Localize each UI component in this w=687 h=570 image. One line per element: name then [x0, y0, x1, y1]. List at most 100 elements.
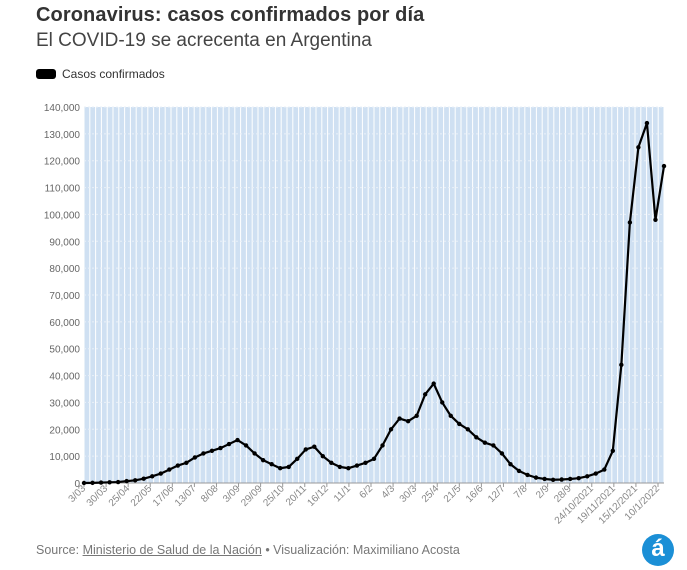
data-point	[354, 463, 360, 468]
data-point	[295, 456, 300, 462]
y-tick-label: 130,000	[44, 130, 81, 141]
data-point	[209, 448, 215, 453]
data-point	[107, 480, 112, 485]
y-tick-label: 100,000	[44, 210, 81, 221]
legend-label: Casos confirmados	[62, 67, 165, 81]
legend-swatch	[36, 69, 56, 79]
x-tick-label: 25/4	[420, 483, 442, 505]
data-point	[533, 475, 539, 480]
x-tick-label: 29/09	[239, 483, 265, 509]
data-point	[499, 451, 505, 456]
y-tick-label: 80,000	[49, 264, 80, 275]
data-point	[405, 419, 411, 424]
data-point	[158, 471, 163, 476]
data-point	[260, 457, 266, 463]
y-tick-label: 20,000	[49, 425, 80, 436]
data-point	[474, 435, 479, 440]
x-tick-label: 30/3	[398, 483, 420, 505]
y-tick-label: 70,000	[49, 291, 80, 302]
data-point	[320, 453, 326, 459]
x-tick-label: 7/8	[512, 483, 530, 501]
data-point	[397, 416, 402, 421]
data-point	[636, 145, 641, 150]
data-point	[440, 400, 445, 405]
x-tick-label: 4/3	[380, 483, 398, 501]
data-point	[243, 443, 249, 448]
x-tick-label: 20/11	[284, 483, 309, 508]
data-point	[337, 464, 343, 470]
y-tick-label: 30,000	[49, 398, 80, 409]
visualization-credit: • Visualización: Maximiliano Acosta	[261, 543, 460, 557]
data-point	[422, 392, 428, 397]
data-point	[150, 474, 155, 479]
data-point	[235, 437, 240, 443]
y-tick-label: 40,000	[49, 372, 80, 383]
data-point	[98, 480, 104, 485]
x-tick-label: 30/03	[85, 483, 111, 509]
data-point	[371, 456, 377, 462]
data-point	[286, 464, 291, 470]
x-tick-label: 25/10	[261, 483, 287, 509]
data-point	[312, 444, 317, 449]
data-point	[610, 448, 616, 453]
data-point	[542, 476, 547, 482]
data-point	[167, 467, 172, 472]
series-group	[81, 120, 667, 486]
data-point	[661, 163, 667, 169]
y-tick-label: 140,000	[44, 103, 81, 114]
legend[interactable]: Casos confirmados	[36, 67, 165, 81]
source-prefix: Source:	[36, 543, 83, 557]
footer: Source: Ministerio de Salud de la Nación…	[36, 543, 460, 557]
data-point	[525, 472, 530, 478]
data-point	[346, 466, 351, 471]
data-point	[90, 480, 95, 486]
data-point	[252, 451, 257, 456]
x-tick-label: 21/5	[442, 483, 464, 505]
data-point	[576, 475, 581, 481]
data-point	[431, 381, 436, 386]
data-point	[115, 479, 121, 485]
x-tick-label: 25/04	[107, 483, 133, 509]
data-point	[226, 441, 232, 447]
data-point	[619, 362, 624, 368]
data-point	[363, 460, 368, 466]
y-tick-label: 90,000	[49, 237, 80, 248]
y-axis-ticks: 0 10,000 20,000 30,000 40,000 50,000 60,000 70,…	[44, 103, 81, 490]
y-tick-label: 10,000	[49, 452, 80, 463]
data-point	[585, 474, 590, 479]
data-point	[516, 468, 522, 474]
data-point	[81, 480, 87, 486]
brand-logo-icon[interactable]: á	[642, 534, 674, 566]
data-point	[465, 427, 471, 432]
data-point	[653, 217, 658, 222]
data-point	[201, 451, 206, 456]
data-point	[559, 477, 564, 482]
x-tick-label: 16/6	[464, 483, 486, 505]
x-tick-label: 12/7	[486, 483, 508, 505]
y-tick-label: 0	[74, 479, 80, 490]
data-point	[644, 120, 650, 126]
source-link[interactable]: Ministerio de Salud de la Nación	[82, 543, 262, 557]
y-tick-label: 120,000	[44, 157, 81, 168]
data-point	[277, 466, 283, 471]
data-point	[218, 445, 223, 451]
x-tick-label: 6/2	[358, 483, 376, 501]
data-point	[491, 443, 496, 448]
data-point	[457, 421, 462, 427]
data-point	[269, 462, 274, 467]
y-tick-label: 50,000	[49, 345, 80, 356]
chart-title: Coronavirus: casos confirmados por día	[36, 4, 425, 26]
x-tick-label: 8/08	[199, 483, 221, 505]
data-point	[627, 220, 633, 225]
data-point	[124, 478, 129, 484]
x-tick-label: 17/06	[151, 483, 177, 509]
data-point	[175, 463, 181, 468]
data-point	[482, 440, 488, 445]
data-point	[448, 413, 453, 419]
data-point	[184, 460, 189, 466]
data-point	[303, 447, 308, 452]
data-point	[141, 476, 146, 481]
data-point	[550, 477, 556, 482]
